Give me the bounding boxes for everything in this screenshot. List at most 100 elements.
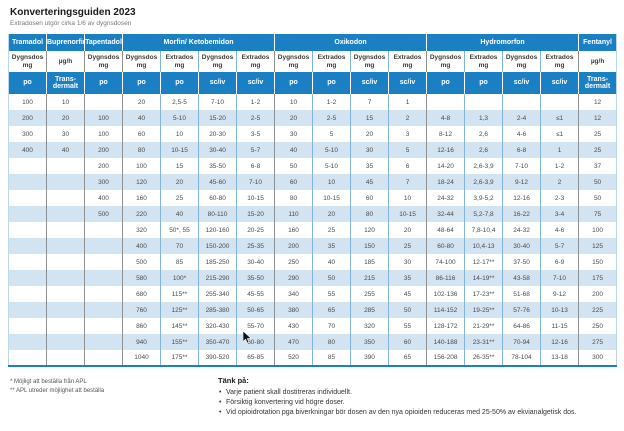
unit-header: µg/h bbox=[46, 51, 85, 72]
table-cell: 2-3 bbox=[540, 190, 579, 206]
table-row: 1040 175** 390-520 65-85 520 85 390 65 156-208 26… bbox=[9, 350, 617, 366]
table-cell: 85 bbox=[160, 254, 199, 270]
table-cell: 30 bbox=[350, 142, 389, 158]
table-cell: 1-2 bbox=[312, 94, 351, 110]
table-cell bbox=[8, 206, 47, 222]
table-cell: 500 bbox=[84, 206, 123, 222]
table-cell: 175 bbox=[578, 270, 617, 286]
table-cell bbox=[46, 286, 85, 302]
table-cell: 40 bbox=[274, 142, 313, 158]
route-header: sc/iv bbox=[198, 72, 237, 94]
table-cell: 7,8-10,4 bbox=[464, 222, 503, 238]
table-cell: 20 bbox=[122, 94, 161, 110]
table-cell: 12-16 bbox=[426, 142, 465, 158]
table-cell: 4-8 bbox=[426, 110, 465, 126]
route-header: Trans-dermalt bbox=[578, 72, 617, 94]
table-cell: 19-25** bbox=[464, 302, 503, 318]
table-cell: 1-2 bbox=[236, 94, 275, 110]
unit-header: Extrados mg bbox=[387, 51, 427, 72]
table-cell: 940 bbox=[122, 334, 161, 350]
table-cell: 7-10 bbox=[540, 270, 579, 286]
table-cell bbox=[8, 270, 47, 286]
table-cell bbox=[46, 334, 85, 350]
table-cell: 7-10 bbox=[502, 158, 541, 174]
table-cell: 64-86 bbox=[502, 318, 541, 334]
table-cell: 9-12 bbox=[540, 286, 579, 302]
table-cell: 65 bbox=[387, 350, 427, 366]
table-cell: 114-152 bbox=[426, 302, 465, 318]
table-cell: 120-160 bbox=[198, 222, 237, 238]
table-row: 860 145** 320-430 55-70 430 70 320 55 128-172 21-… bbox=[9, 318, 617, 334]
table-row: 580 100* 215-290 35-50 290 50 215 35 86-116 14-19… bbox=[8, 270, 617, 286]
table-cell: 102-136 bbox=[426, 286, 465, 302]
table-row: 200 100 15 35-50 6-8 50 5-10 35 6 14-20 2,6-3,9 7-1… bbox=[9, 158, 617, 174]
table-cell: 215-290 bbox=[198, 270, 237, 286]
table-cell: 13-18 bbox=[540, 350, 579, 366]
table-row: 400 160 25 60-80 10-15 80 10-15 60 10 24-32 3,9-5,… bbox=[9, 190, 617, 206]
table-cell: 20 bbox=[160, 174, 199, 190]
table-cell: 37 bbox=[578, 158, 617, 174]
route-header: po bbox=[426, 72, 465, 94]
table-cell: 380 bbox=[274, 302, 313, 318]
table-cell bbox=[84, 94, 123, 110]
table-cell: 155** bbox=[160, 334, 199, 350]
footnotes: * Möjligt att beställa från APL ** APL u… bbox=[10, 378, 104, 395]
table-cell: 470 bbox=[274, 334, 313, 350]
table-cell: 35 bbox=[387, 270, 427, 286]
table-cell: 60 bbox=[350, 190, 389, 206]
table-cell: 5-7 bbox=[540, 238, 579, 254]
table-row: 680 115** 255-340 45-55 340 55 255 45 102-136 17-… bbox=[9, 286, 617, 302]
table-cell: 50*, 55 bbox=[160, 222, 199, 238]
table-cell: 125 bbox=[578, 238, 617, 254]
table-cell: 10 bbox=[46, 94, 85, 110]
table-cell: 390 bbox=[350, 350, 389, 366]
unit-header: Extrados mg bbox=[540, 51, 579, 72]
table-cell: 86-116 bbox=[426, 270, 465, 286]
unit-header: Dygnsdos mg bbox=[350, 51, 389, 72]
table-cell: 2-5 bbox=[312, 110, 351, 126]
table-cell: 5-7 bbox=[236, 142, 275, 158]
table-body: 100 10 20 2,5-5 7-10 1-2 10 1-2 7 1 12 200 20 100 40 5-… bbox=[8, 94, 617, 366]
table-cell: 100 bbox=[122, 158, 161, 174]
table-cell: 20 bbox=[274, 110, 313, 126]
table-cell: 2,6 bbox=[464, 126, 503, 142]
table-cell: 25 bbox=[312, 222, 351, 238]
table-cell: 23-31** bbox=[464, 334, 503, 350]
table-cell: 220 bbox=[122, 206, 161, 222]
table-cell bbox=[46, 158, 85, 174]
table-cell: 2,6-3,9 bbox=[464, 158, 503, 174]
table-cell bbox=[464, 94, 503, 110]
table-cell bbox=[46, 206, 85, 222]
table-cell: 185 bbox=[350, 254, 389, 270]
table-cell: 40 bbox=[312, 254, 351, 270]
table-cell: 55-70 bbox=[236, 318, 275, 334]
unit-header: µg/h bbox=[578, 51, 617, 72]
table-cell: 4-6 bbox=[540, 222, 579, 238]
table-cell bbox=[540, 94, 579, 110]
table-cell: 24-32 bbox=[502, 222, 541, 238]
table-cell: 50 bbox=[387, 302, 427, 318]
table-cell: 680 bbox=[122, 286, 161, 302]
table-cell bbox=[84, 334, 123, 350]
table-cell bbox=[84, 302, 123, 318]
table-cell: 160 bbox=[274, 222, 313, 238]
table-cell: 150-200 bbox=[198, 238, 237, 254]
table-cell: 10-15 bbox=[236, 190, 275, 206]
table-cell: 285 bbox=[350, 302, 389, 318]
table-cell: 30 bbox=[274, 126, 313, 142]
route-header: po bbox=[122, 72, 161, 94]
table-cell: 60-80 bbox=[236, 334, 275, 350]
table-cell: 80-110 bbox=[198, 206, 237, 222]
route-header: sc/iv bbox=[350, 72, 389, 94]
table-cell: 100 bbox=[22, 98, 33, 106]
table-cell: 80 bbox=[274, 190, 313, 206]
table-row: 100 10 20 2,5-5 7-10 1-2 10 1-2 7 1 12 bbox=[9, 94, 617, 110]
table-cell: 7 bbox=[387, 174, 427, 190]
table-cell: 2,6 bbox=[464, 142, 503, 158]
table-cell: 215 bbox=[350, 270, 389, 286]
table-cell: 150 bbox=[350, 238, 389, 254]
table-cell: 35-50 bbox=[198, 158, 237, 174]
table-cell: 320-430 bbox=[198, 318, 237, 334]
table-cell bbox=[9, 286, 47, 302]
table-cell: 10 bbox=[274, 94, 313, 110]
